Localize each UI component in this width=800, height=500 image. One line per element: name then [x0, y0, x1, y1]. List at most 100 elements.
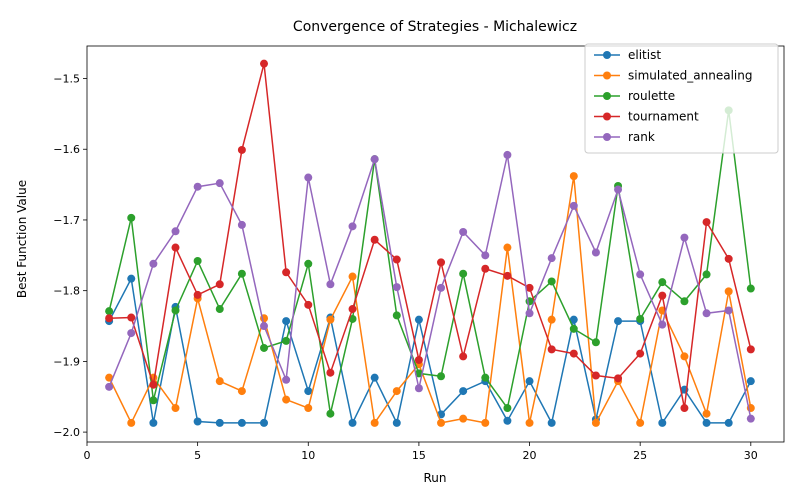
data-point [547, 277, 556, 286]
data-point [414, 369, 423, 378]
data-point [414, 384, 423, 393]
data-point [260, 343, 269, 352]
x-tick-label: 20 [523, 449, 537, 462]
data-point [326, 315, 335, 324]
y-tick-label: −1.9 [53, 355, 80, 368]
data-point [724, 287, 733, 296]
data-point [282, 317, 291, 326]
data-point [658, 418, 667, 427]
data-point [591, 371, 600, 380]
data-point [105, 314, 114, 323]
legend-item-rank: rank [594, 130, 655, 144]
data-point [459, 227, 468, 236]
data-point [724, 306, 733, 315]
data-point [171, 227, 180, 236]
y-tick-label: −1.8 [53, 285, 80, 298]
data-point [746, 414, 755, 423]
data-point [348, 272, 357, 281]
data-point [746, 377, 755, 386]
legend-marker [603, 51, 611, 59]
data-point [525, 377, 534, 386]
data-point [702, 270, 711, 279]
y-tick-label: −1.7 [53, 214, 80, 227]
data-point [326, 368, 335, 377]
data-point [326, 280, 335, 289]
data-point [348, 418, 357, 427]
data-point [525, 283, 534, 292]
data-point [392, 283, 401, 292]
data-point [702, 409, 711, 418]
data-point [370, 155, 379, 164]
data-point [326, 409, 335, 418]
data-point [680, 297, 689, 306]
data-point [215, 179, 224, 188]
data-point [680, 352, 689, 361]
y-tick-label: −1.5 [53, 73, 80, 86]
data-point [370, 418, 379, 427]
data-point [149, 418, 158, 427]
data-point [569, 201, 578, 210]
data-point [525, 309, 534, 318]
data-point [282, 268, 291, 277]
data-point [149, 380, 158, 389]
x-tick-label: 5 [194, 449, 201, 462]
data-point [547, 418, 556, 427]
data-point [193, 256, 202, 265]
data-point [702, 218, 711, 227]
data-point [149, 396, 158, 405]
series-rank [105, 150, 755, 423]
data-point [215, 305, 224, 314]
data-point [591, 248, 600, 257]
data-point [746, 284, 755, 293]
data-point [304, 300, 313, 309]
axes-frame [86, 45, 785, 443]
legend-item-roulette: roulette [594, 89, 675, 103]
data-point [171, 306, 180, 315]
data-point [680, 233, 689, 242]
data-point [282, 395, 291, 404]
data-point [591, 338, 600, 347]
data-point [636, 349, 645, 358]
data-point [591, 418, 600, 427]
series-line [109, 63, 752, 409]
x-tick-label: 0 [84, 449, 91, 462]
data-point [746, 345, 755, 354]
data-point [636, 314, 645, 323]
data-point [215, 418, 224, 427]
data-point [127, 313, 136, 322]
data-point [437, 418, 446, 427]
legend-marker [603, 112, 611, 121]
data-point [459, 414, 468, 423]
data-point [503, 271, 512, 280]
x-tick-label: 15 [412, 449, 426, 462]
data-point [525, 418, 534, 427]
data-point [149, 259, 158, 268]
data-point [392, 387, 401, 396]
legend-marker [603, 92, 611, 100]
data-point [614, 374, 623, 383]
data-point [658, 291, 667, 300]
legend-item-simulated_annealing: simulated_annealing [594, 69, 752, 83]
data-point [459, 269, 468, 278]
data-point [636, 418, 645, 427]
data-point [481, 264, 490, 273]
data-point [105, 382, 114, 391]
data-point [614, 317, 623, 326]
data-point [282, 375, 291, 384]
data-point [569, 315, 578, 324]
data-point [370, 373, 379, 382]
data-point [304, 404, 313, 413]
data-point [503, 404, 512, 413]
data-point [193, 417, 202, 426]
data-point [481, 373, 490, 382]
data-point [348, 305, 357, 314]
data-point [702, 418, 711, 427]
data-point [503, 243, 512, 252]
data-point [304, 173, 313, 182]
legend-item-tournament: tournament [594, 110, 699, 124]
data-point [348, 222, 357, 231]
data-point [392, 418, 401, 427]
data-point [127, 274, 136, 283]
data-point [127, 329, 136, 338]
